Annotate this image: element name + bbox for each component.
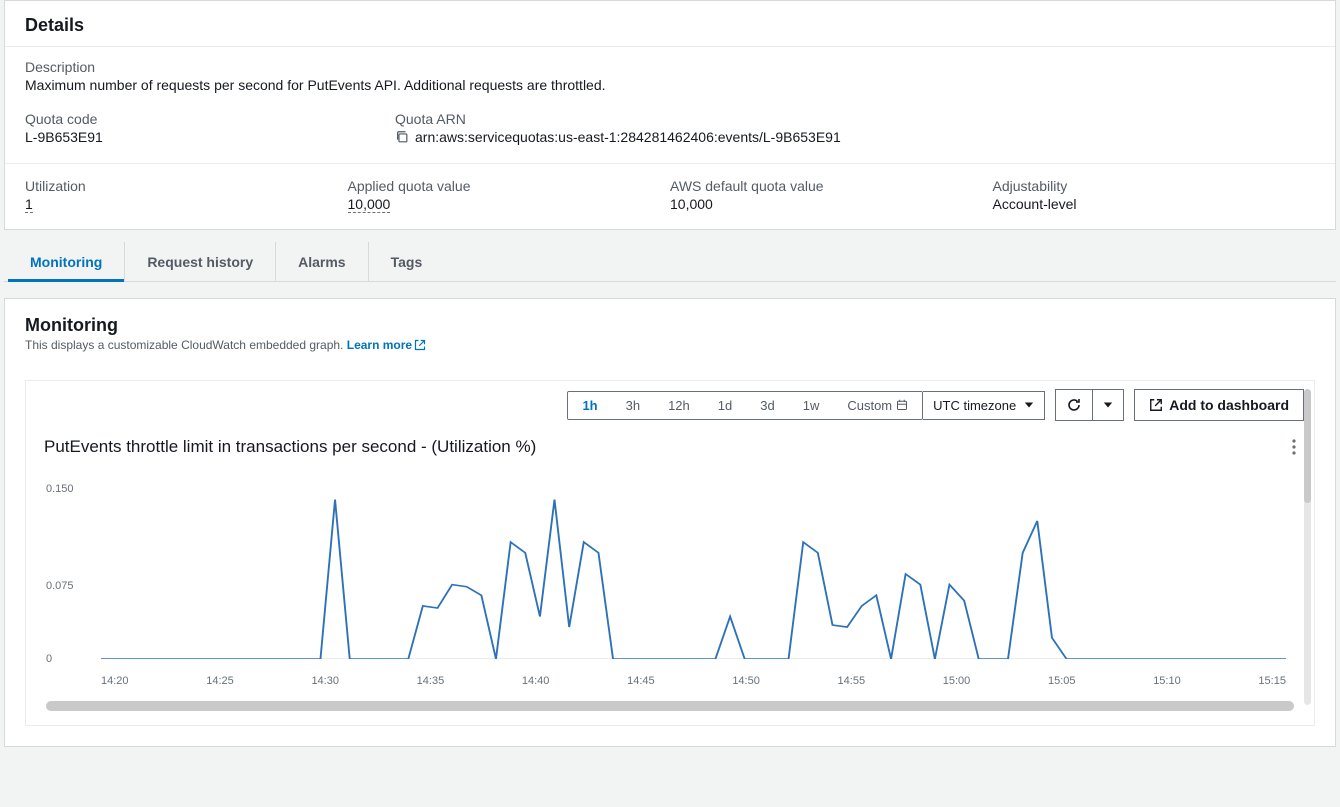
x-axis-ticks: 14:20 14:25 14:30 14:35 14:40 14:45 14:50 14:55… (101, 675, 1286, 687)
y-tick-0075: 0.075 (46, 580, 74, 592)
utilization-value: 1 (25, 196, 33, 213)
copy-icon[interactable] (395, 130, 409, 144)
applied-quota-block: Applied quota value 10,000 (348, 178, 671, 213)
monitoring-subtext: This displays a customizable CloudWatch … (25, 338, 1315, 352)
caret-down-icon (1024, 400, 1034, 410)
description-block: Description Maximum number of requests p… (25, 59, 1315, 93)
description-value: Maximum number of requests per second fo… (25, 77, 1315, 93)
range-3d[interactable]: 3d (746, 392, 788, 419)
range-1d[interactable]: 1d (704, 392, 746, 419)
tab-monitoring[interactable]: Monitoring (8, 242, 125, 281)
adjustability-block: Adjustability Account-level (993, 178, 1316, 213)
calendar-icon (896, 399, 908, 411)
monitoring-subtext-text: This displays a customizable CloudWatch … (25, 338, 343, 352)
x-tick: 14:35 (417, 675, 445, 687)
details-body: Description Maximum number of requests p… (5, 47, 1335, 229)
tab-alarms[interactable]: Alarms (276, 242, 368, 281)
x-tick: 15:10 (1153, 675, 1181, 687)
range-custom-label: Custom (847, 398, 892, 413)
vertical-scrollbar[interactable] (1304, 389, 1311, 705)
x-tick: 14:25 (206, 675, 234, 687)
quota-arn-value: arn:aws:servicequotas:us-east-1:28428146… (415, 129, 841, 145)
range-12h[interactable]: 12h (654, 392, 704, 419)
y-tick-0: 0 (46, 653, 52, 665)
chart-title-row: PutEvents throttle limit in transactions… (26, 427, 1314, 457)
x-tick: 15:15 (1258, 675, 1286, 687)
refresh-menu-button[interactable] (1092, 389, 1124, 421)
add-to-dashboard-label: Add to dashboard (1169, 397, 1289, 413)
horizontal-scrollbar[interactable] (46, 701, 1294, 711)
quota-code-value: L-9B653E91 (25, 129, 355, 145)
adjustability-value: Account-level (993, 196, 1316, 212)
kebab-icon (1292, 439, 1296, 455)
timezone-label: UTC timezone (933, 398, 1016, 413)
horizontal-scrollbar-thumb[interactable] (46, 701, 1294, 711)
x-tick: 14:20 (101, 675, 129, 687)
x-tick: 15:00 (943, 675, 971, 687)
quota-code-block: Quota code L-9B653E91 (25, 111, 355, 145)
external-link-icon (1149, 398, 1163, 412)
x-tick: 15:05 (1048, 675, 1076, 687)
range-1w[interactable]: 1w (789, 392, 834, 419)
details-title: Details (25, 15, 1315, 36)
chart-toolbar: 1h 3h 12h 1d 3d 1w Custom UTC timezone (26, 381, 1314, 427)
tab-request-history[interactable]: Request history (125, 242, 276, 281)
details-header: Details (5, 1, 1335, 47)
tabs-bar: Monitoring Request history Alarms Tags (4, 242, 1336, 282)
x-tick: 14:55 (838, 675, 866, 687)
x-tick: 14:40 (522, 675, 550, 687)
refresh-button-group (1055, 389, 1124, 421)
caret-down-icon (1103, 400, 1113, 410)
chart-menu-button[interactable] (1292, 439, 1296, 455)
applied-quota-label: Applied quota value (348, 178, 671, 194)
code-arn-row: Quota code L-9B653E91 Quota ARN arn:aws:… (25, 111, 1315, 145)
description-label: Description (25, 59, 1315, 75)
applied-quota-value: 10,000 (348, 196, 391, 213)
timezone-select[interactable]: UTC timezone (923, 391, 1045, 420)
refresh-icon (1066, 397, 1082, 413)
utilization-block: Utilization 1 (25, 178, 348, 213)
range-3h[interactable]: 3h (612, 392, 654, 419)
learn-more-link[interactable]: Learn more (347, 338, 426, 352)
add-to-dashboard-button[interactable]: Add to dashboard (1134, 389, 1304, 421)
default-quota-block: AWS default quota value 10,000 (670, 178, 993, 213)
adjustability-label: Adjustability (993, 178, 1316, 194)
details-panel: Details Description Maximum number of re… (4, 0, 1336, 230)
monitoring-panel: Monitoring This displays a customizable … (4, 298, 1336, 747)
quota-arn-block: Quota ARN arn:aws:servicequotas:us-east-… (395, 111, 1315, 145)
learn-more-label: Learn more (347, 338, 412, 352)
metrics-row: Utilization 1 Applied quota value 10,000… (5, 163, 1335, 229)
time-range-group: 1h 3h 12h 1d 3d 1w Custom (567, 391, 923, 420)
refresh-button[interactable] (1055, 389, 1092, 421)
tab-tags[interactable]: Tags (369, 242, 445, 281)
default-quota-value: 10,000 (670, 196, 993, 212)
utilization-label: Utilization (25, 178, 348, 194)
chart-title: PutEvents throttle limit in transactions… (44, 437, 536, 457)
range-custom[interactable]: Custom (833, 392, 922, 419)
x-tick: 14:50 (732, 675, 760, 687)
y-tick-0150: 0.150 (46, 483, 74, 495)
x-tick: 14:45 (627, 675, 655, 687)
chart-wrapper: 1h 3h 12h 1d 3d 1w Custom UTC timezone (25, 380, 1315, 726)
x-tick: 14:30 (311, 675, 339, 687)
chart-plot (101, 489, 1286, 659)
default-quota-label: AWS default quota value (670, 178, 993, 194)
external-link-icon (414, 339, 426, 351)
range-1h[interactable]: 1h (568, 392, 611, 419)
monitoring-title: Monitoring (25, 315, 1315, 336)
quota-code-label: Quota code (25, 111, 355, 127)
quota-arn-label: Quota ARN (395, 111, 1315, 127)
chart-area: 0.150 0.075 0 14:2014:2514:3014:3514:401… (46, 481, 1294, 691)
